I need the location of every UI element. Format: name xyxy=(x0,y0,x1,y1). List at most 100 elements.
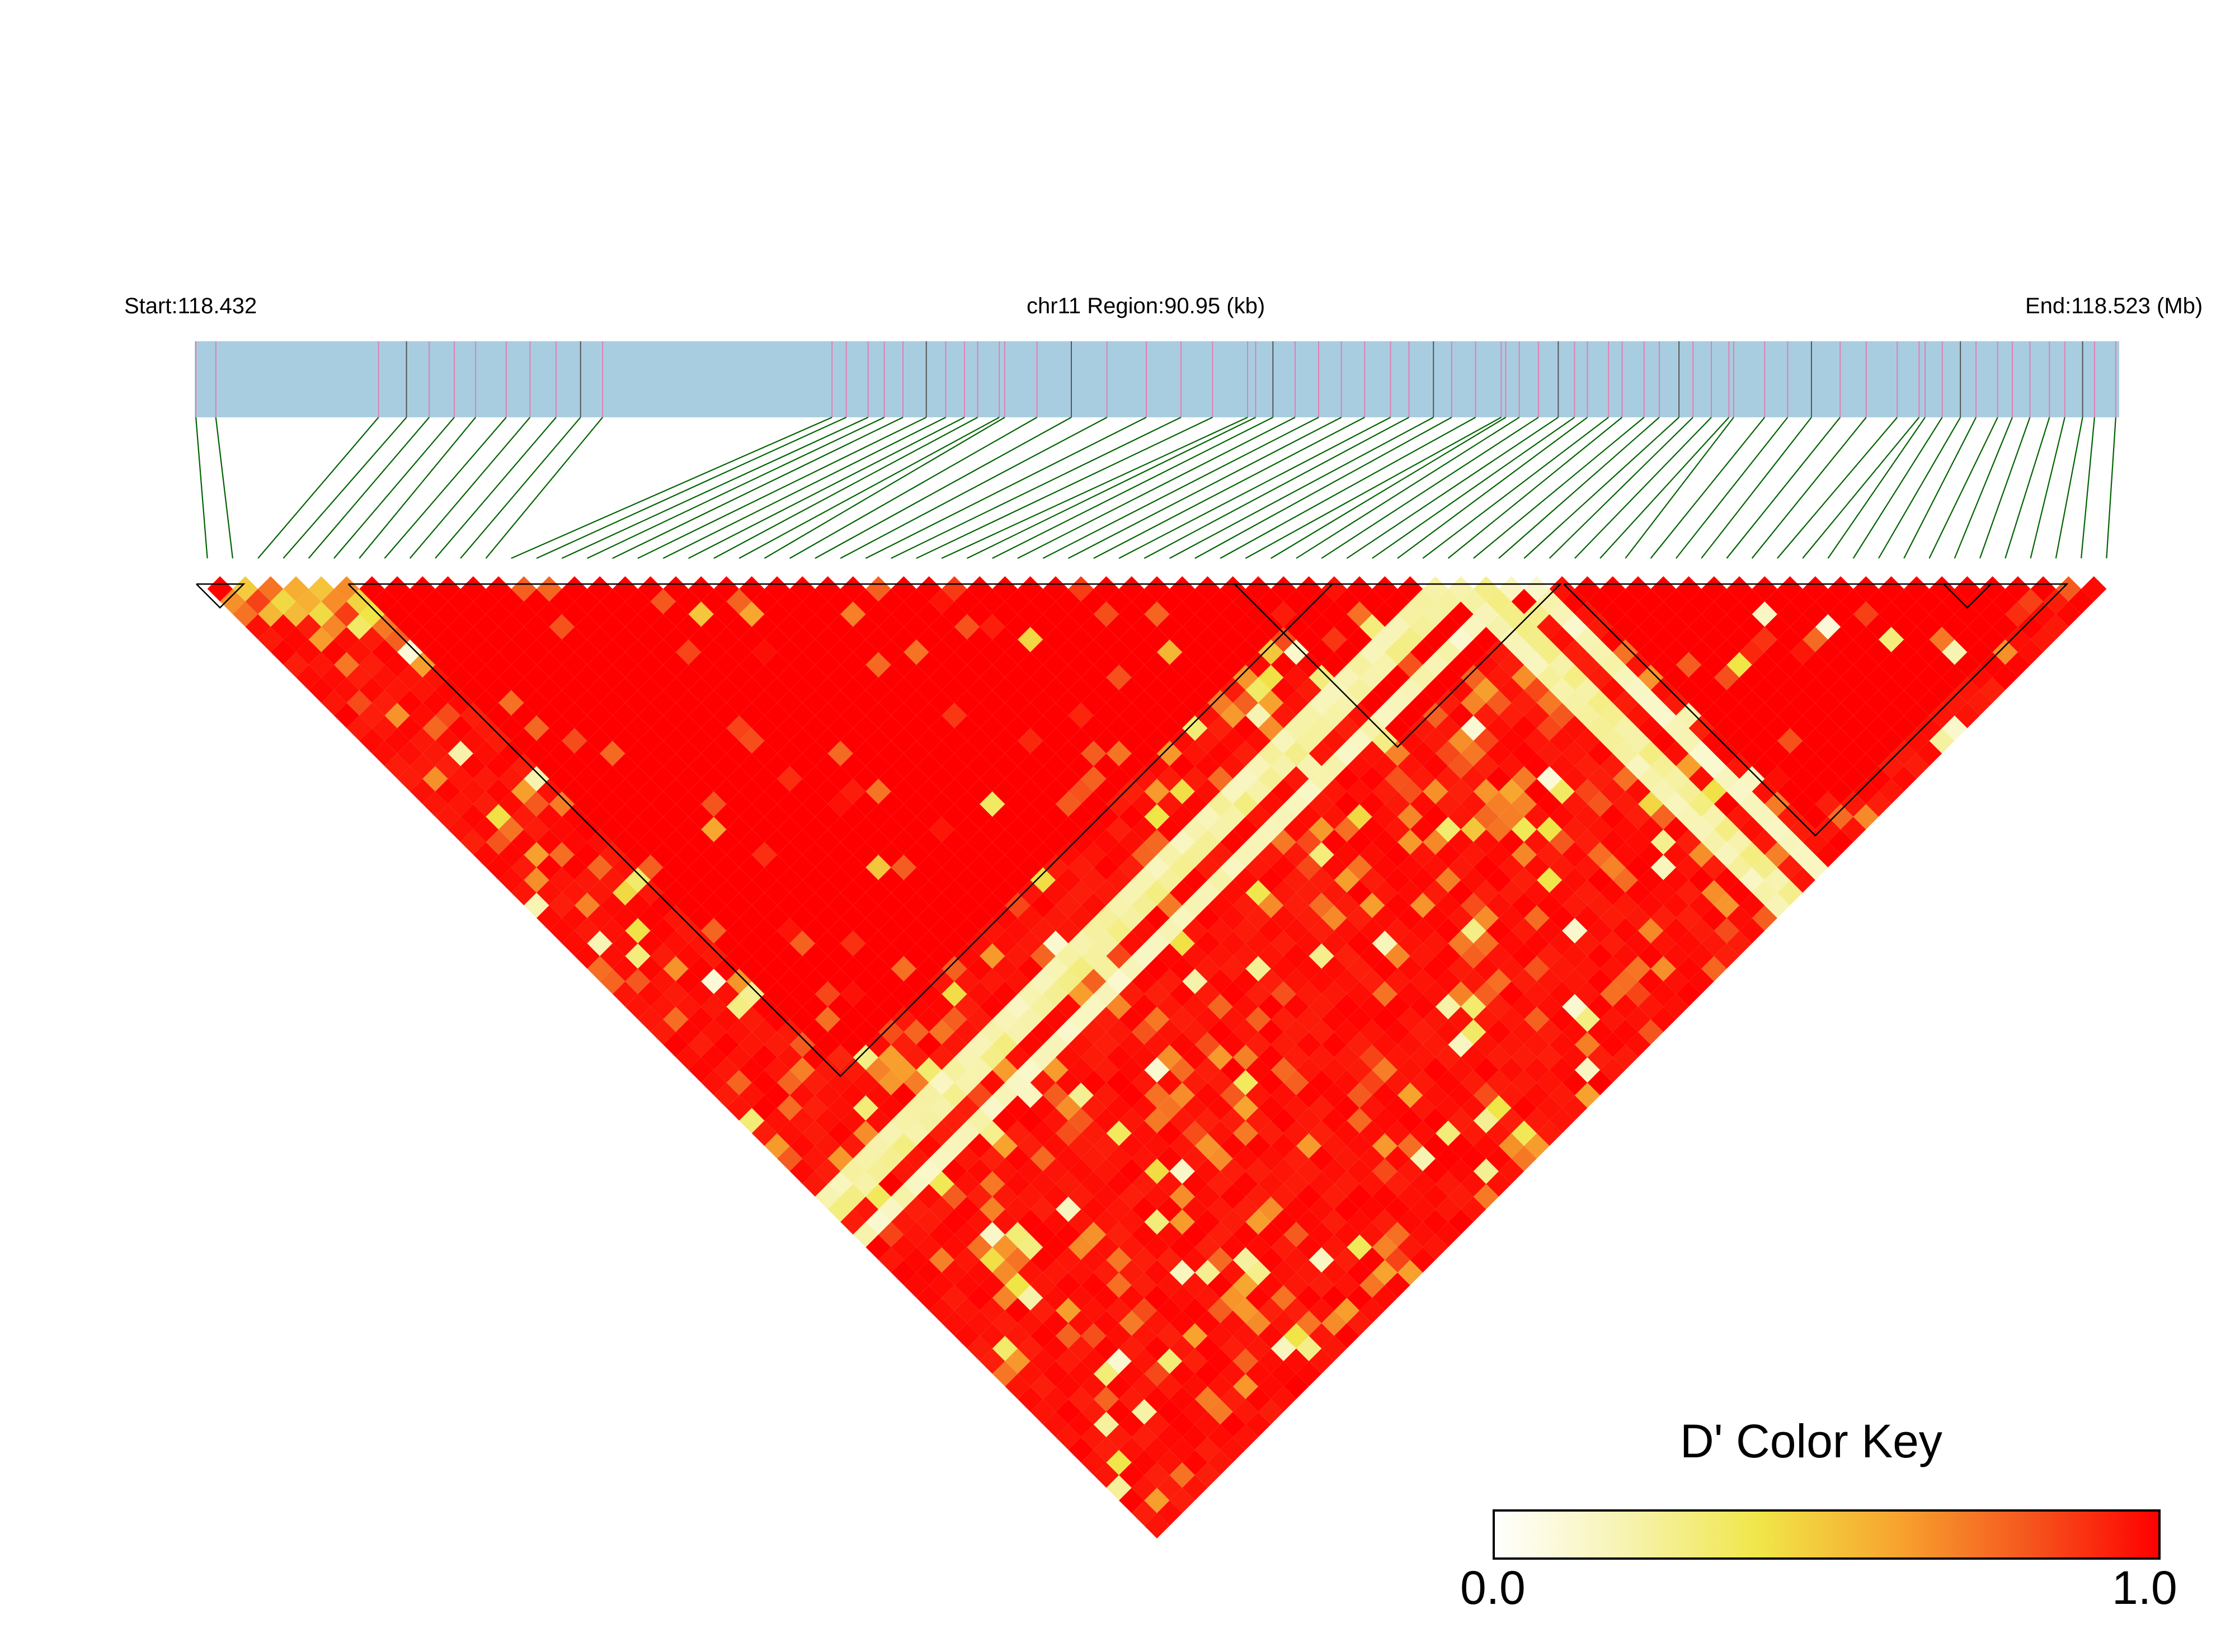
ld-cell xyxy=(1562,791,1588,817)
ld-cell xyxy=(1194,905,1221,931)
ld-cell xyxy=(840,728,866,754)
ld-cell xyxy=(1194,1082,1221,1108)
ld-cell xyxy=(1714,943,1740,969)
ld-cell xyxy=(1574,905,1601,931)
ld-cell xyxy=(1194,1159,1221,1184)
ld-cell xyxy=(840,804,866,830)
ld-cell xyxy=(1220,829,1246,855)
ld-cell xyxy=(1410,1095,1436,1121)
ld-cell xyxy=(1182,1044,1208,1070)
color-key-title: D' Color Key xyxy=(1680,1415,1942,1467)
ld-cell xyxy=(1018,1209,1043,1235)
ld-cell xyxy=(1347,880,1372,906)
ld-cell xyxy=(1385,1019,1410,1045)
region-size-label: chr11 Region:90.95 (kb) xyxy=(1027,294,1265,318)
ld-cell xyxy=(954,1044,980,1070)
ld-cell xyxy=(1663,589,1689,614)
ld-cell xyxy=(1081,766,1107,792)
ld-cell xyxy=(1068,1285,1094,1311)
marker-connector xyxy=(1118,417,1391,559)
ld-cell xyxy=(1536,867,1563,893)
ld-cell xyxy=(1410,842,1436,868)
marker-connector xyxy=(1017,417,1296,559)
ld-cell xyxy=(1385,766,1410,792)
ld-cell xyxy=(1169,677,1195,703)
ld-cell xyxy=(1967,614,1993,640)
ld-cell xyxy=(1461,994,1486,1020)
ld-cell xyxy=(1625,880,1651,906)
ld-cell xyxy=(1372,905,1398,931)
ld-cell xyxy=(1359,766,1385,792)
ld-cell xyxy=(1688,892,1714,919)
ld-cell xyxy=(1815,665,1841,690)
ld-cell xyxy=(1169,1082,1195,1108)
ld-cell xyxy=(1271,1057,1296,1083)
ld-cell xyxy=(1853,576,1879,602)
ld-cell xyxy=(1765,842,1790,868)
ld-cell xyxy=(954,1196,980,1222)
ld-cell xyxy=(1106,1272,1132,1298)
ld-cell xyxy=(878,1222,904,1248)
ld-cell xyxy=(1068,1184,1094,1209)
ld-cell xyxy=(1398,1133,1423,1159)
ld-cell xyxy=(1334,665,1360,690)
ld-cell xyxy=(1347,1057,1372,1083)
marker-connector xyxy=(1777,417,1898,559)
ld-cell xyxy=(1461,589,1486,614)
ld-cell xyxy=(1714,639,1740,665)
ld-cell xyxy=(1283,1044,1309,1070)
ld-cell xyxy=(1448,1108,1474,1133)
ld-cell xyxy=(1536,817,1563,843)
ld-cell xyxy=(1309,1146,1334,1171)
ld-cell xyxy=(1309,1019,1334,1045)
ld-cell xyxy=(1347,981,1372,1007)
ld-cell xyxy=(1055,1298,1081,1324)
ld-cell xyxy=(1726,576,1752,602)
ld-cell xyxy=(1486,994,1512,1020)
marker-connector xyxy=(2005,417,2050,559)
ld-cell xyxy=(1372,981,1398,1007)
ld-cell xyxy=(1385,842,1410,868)
ld-cell xyxy=(929,1247,954,1273)
ld-cell xyxy=(1081,1019,1107,1045)
ld-cell xyxy=(1398,601,1423,627)
ld-cell xyxy=(1612,943,1638,969)
ld-cell xyxy=(1372,1032,1398,1057)
ld-cell xyxy=(1220,1159,1246,1184)
ld-cell xyxy=(815,1184,841,1209)
ld-cell xyxy=(904,1196,929,1222)
ld-cell xyxy=(1777,601,1803,627)
ld-cell xyxy=(1271,1006,1296,1032)
ld-cell xyxy=(1486,968,1512,994)
ld-cell xyxy=(1144,1285,1170,1311)
ld-cell xyxy=(1182,1019,1208,1045)
ld-cell xyxy=(1068,1260,1094,1286)
ld-cell xyxy=(1245,1260,1271,1286)
ld-cell xyxy=(865,1184,891,1209)
ld-cell xyxy=(1398,677,1423,703)
ld-cell xyxy=(1271,677,1296,703)
ld-cell xyxy=(1562,943,1588,969)
ld-cell xyxy=(1005,1348,1031,1374)
ld-cell xyxy=(1714,715,1740,741)
ld-cell xyxy=(1499,1159,1524,1184)
ld-cell xyxy=(1169,1260,1195,1286)
marker-connector xyxy=(359,417,476,559)
ld-cell xyxy=(1296,677,1322,703)
ld-cell xyxy=(1967,665,1993,690)
ld-cell xyxy=(1144,1108,1170,1133)
ld-cell xyxy=(1638,1019,1664,1045)
marker-connector xyxy=(738,417,1000,559)
ld-cell xyxy=(1600,1006,1626,1032)
ld-cell xyxy=(1194,1285,1221,1311)
ld-cell xyxy=(1018,1234,1043,1260)
ld-cell xyxy=(1448,601,1474,627)
ld-cell xyxy=(1549,677,1575,703)
ld-cell xyxy=(992,1133,1018,1159)
ld-cell xyxy=(384,677,410,703)
marker-connector xyxy=(409,417,531,559)
ld-cell xyxy=(904,1247,929,1273)
ld-cell xyxy=(600,968,625,994)
ld-cell xyxy=(1131,1272,1157,1298)
